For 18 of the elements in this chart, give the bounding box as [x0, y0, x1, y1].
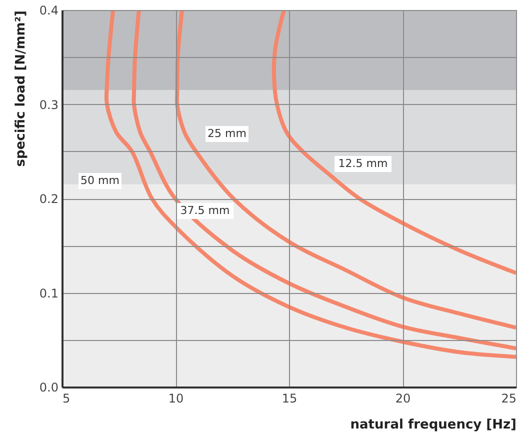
line-series [272, 10, 516, 275]
x-tick-label: 10 [168, 392, 184, 406]
y-tick-label: 0.4 [39, 4, 58, 18]
line-series [174, 10, 516, 330]
y-tick-label: 0.2 [39, 192, 58, 206]
annotation: 37.5 mm [180, 204, 230, 217]
y-tick-label: 0.1 [39, 286, 58, 300]
annotation: 50 mm [80, 174, 120, 187]
x-tick-label: 15 [282, 392, 298, 406]
y-tick-label: 0.0 [39, 380, 58, 394]
annotation: 12.5 mm [338, 157, 388, 170]
annotation: 25 mm [208, 127, 246, 140]
y-axis-title: specific load [N/mm²] [13, 10, 28, 167]
y-tick-label: 0.3 [39, 98, 58, 112]
x-tick-label: 20 [395, 392, 411, 406]
x-axis-title: natural frequency [Hz] [350, 418, 516, 432]
x-tick-label: 25 [501, 392, 516, 406]
x-tick-label: 5 [62, 392, 70, 406]
